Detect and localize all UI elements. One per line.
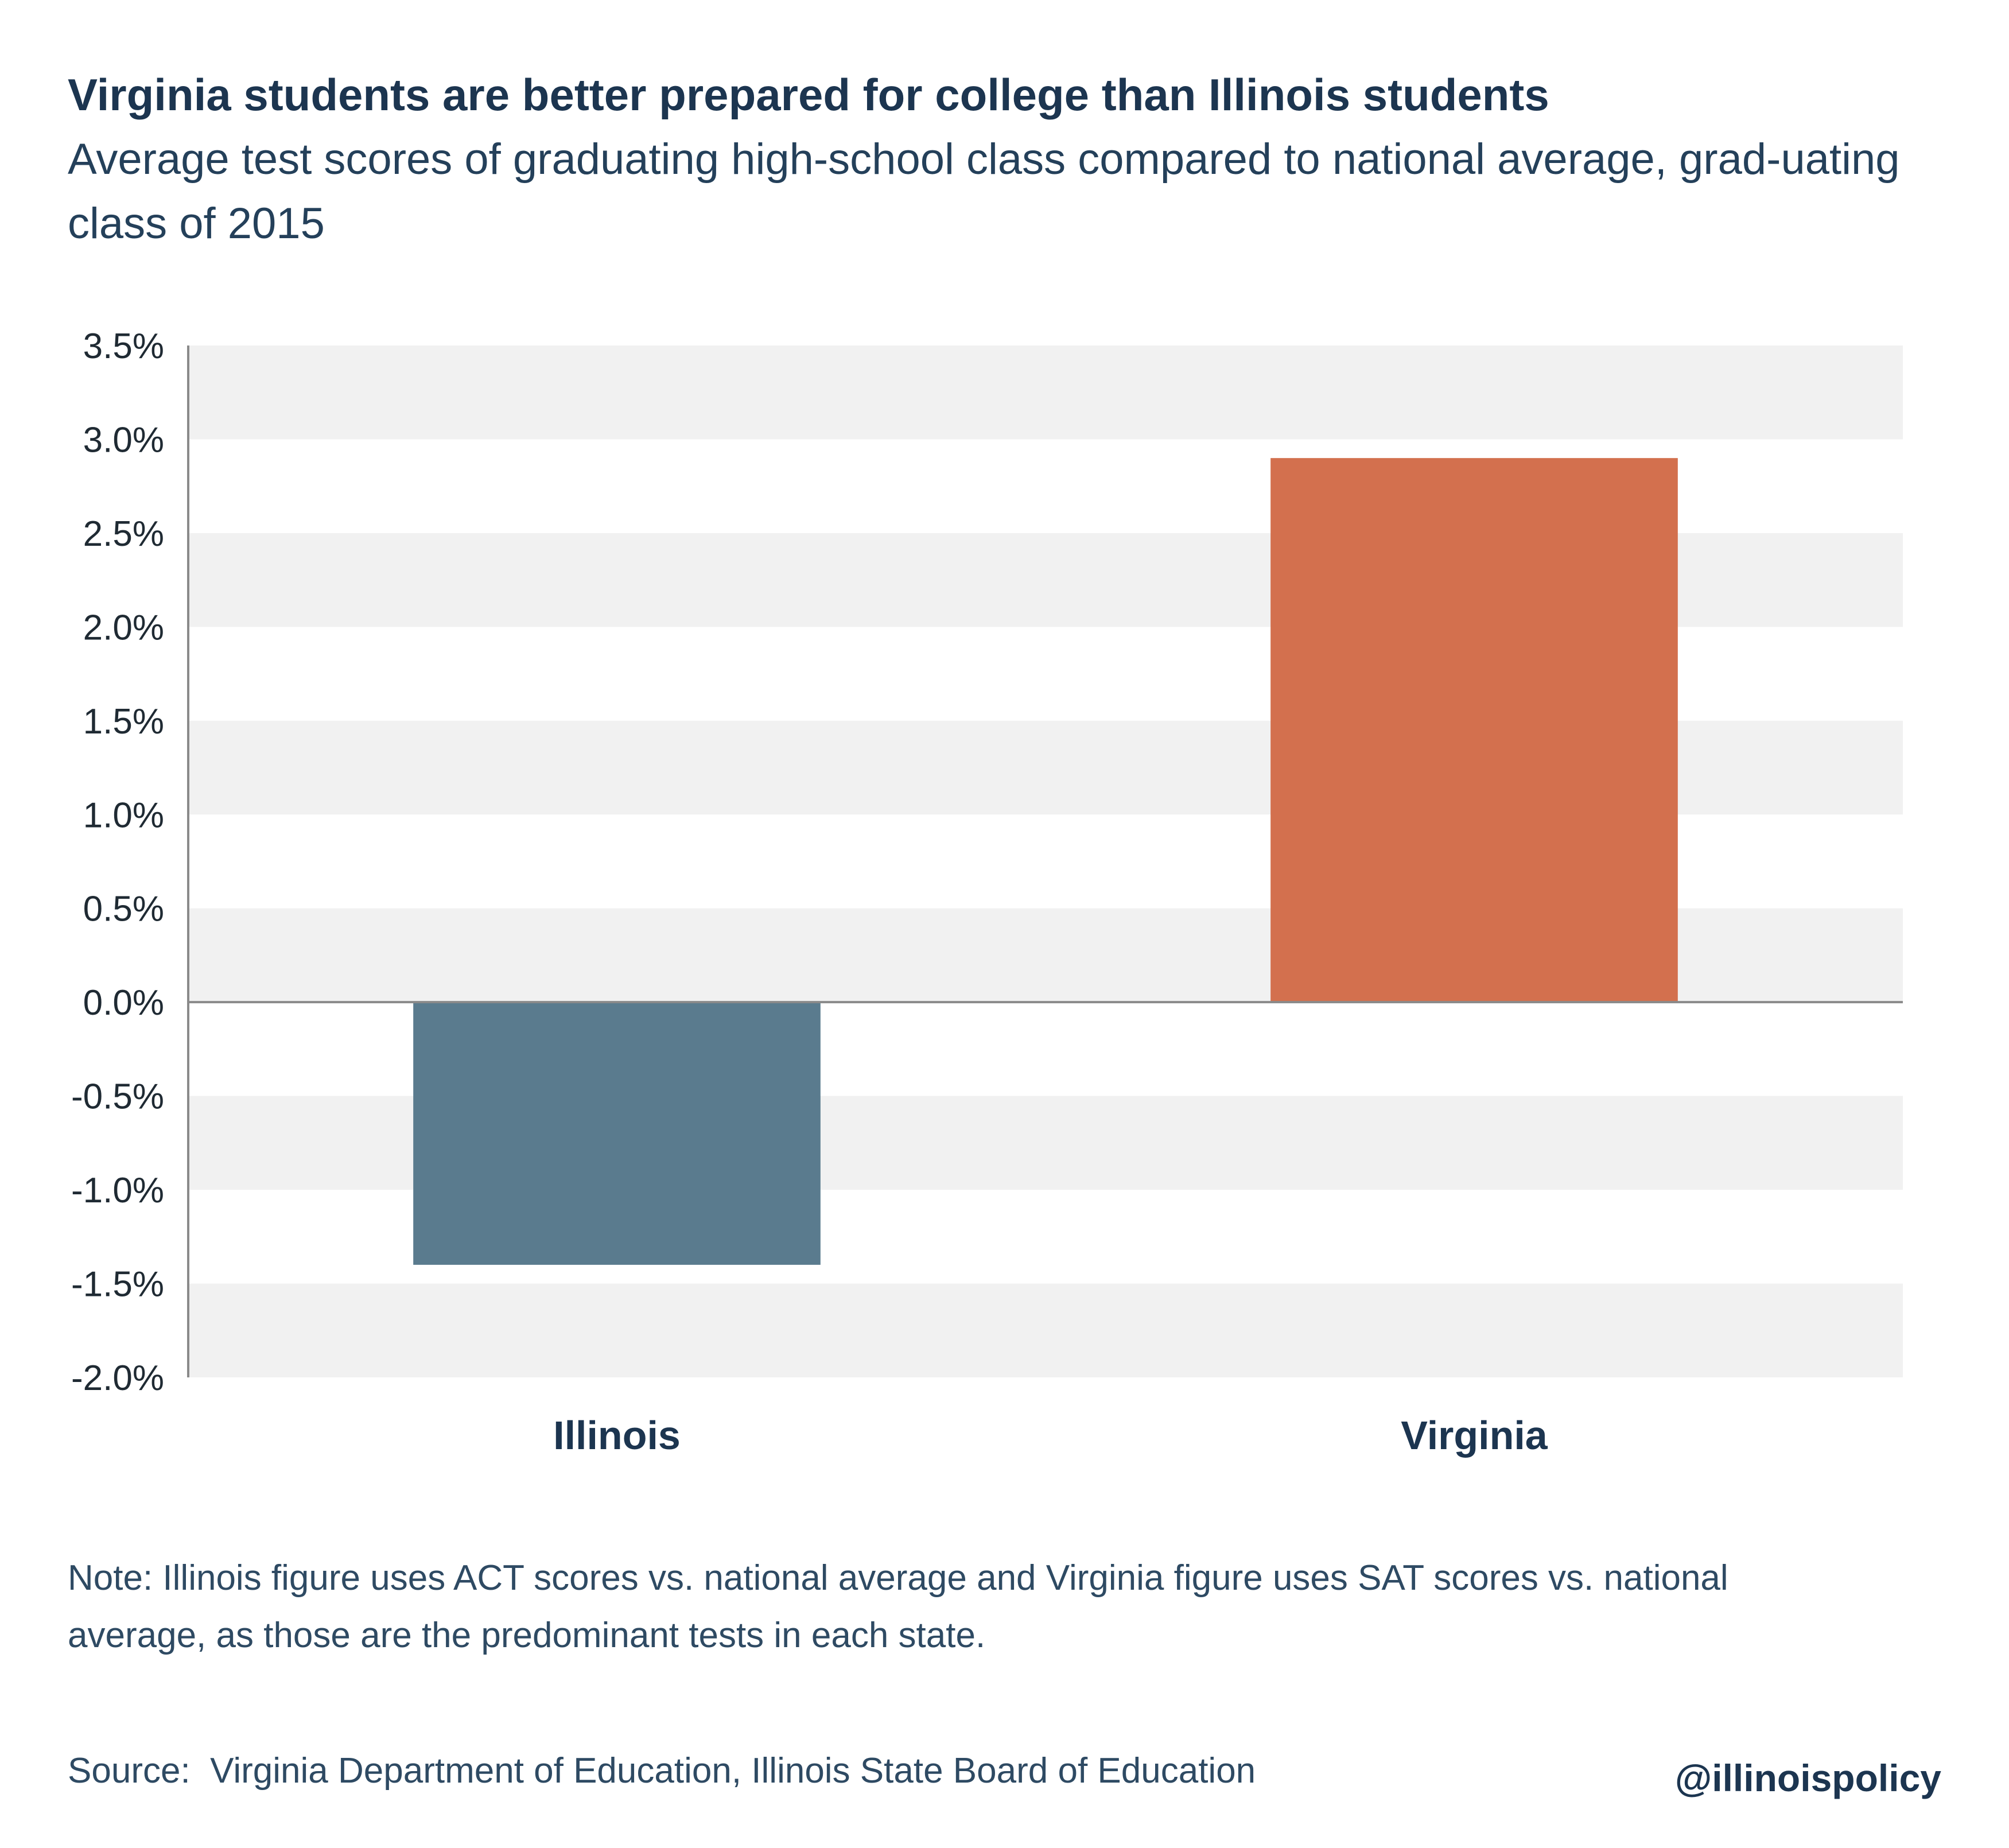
y-tick-label: 2.0%	[83, 608, 164, 647]
y-tick-label: 3.0%	[83, 420, 164, 460]
y-tick-label: 1.0%	[83, 795, 164, 835]
category-label: Virginia	[1401, 1413, 1548, 1458]
category-label: Illinois	[553, 1413, 681, 1458]
chart-note: Note: Illinois figure uses ACT scores vs…	[68, 1558, 1728, 1655]
y-tick-label: 1.5%	[83, 702, 164, 741]
grid-band	[188, 1283, 1903, 1377]
chart-source: Source: Virginia Department of Education…	[68, 1751, 1256, 1791]
y-tick-label: 0.5%	[83, 890, 164, 929]
y-tick-label: -1.0%	[71, 1171, 164, 1210]
y-tick-label: 0.0%	[83, 983, 164, 1023]
y-tick-label: 2.5%	[83, 514, 164, 554]
twitter-handle: @illinoispolicy	[1674, 1757, 1941, 1799]
y-tick-labels: 3.5% 3.0% 2.5% 2.0% 1.5% 1.0% 0.5% 0.0% -0.5% -1.…	[71, 327, 164, 1398]
y-tick-label: 3.5%	[83, 327, 164, 366]
grid-band	[188, 345, 1903, 440]
y-tick-label: -0.5%	[71, 1077, 164, 1117]
chart-title: Virginia students are better prepared fo…	[68, 69, 1549, 120]
bars	[413, 458, 1678, 1265]
category-labels: Illinois Virginia	[553, 1413, 1548, 1458]
bar-illinois	[413, 1002, 821, 1265]
chart-subtitle: Average test scores of graduating high-s…	[68, 135, 1900, 248]
bar-virginia	[1270, 458, 1678, 1003]
y-tick-label: -2.0%	[71, 1358, 164, 1398]
bar-chart: 3.5% 3.0% 2.5% 2.0% 1.5% 1.0% 0.5% 0.0% -0.5% -1.…	[71, 327, 1903, 1458]
y-tick-label: -1.5%	[71, 1265, 164, 1305]
